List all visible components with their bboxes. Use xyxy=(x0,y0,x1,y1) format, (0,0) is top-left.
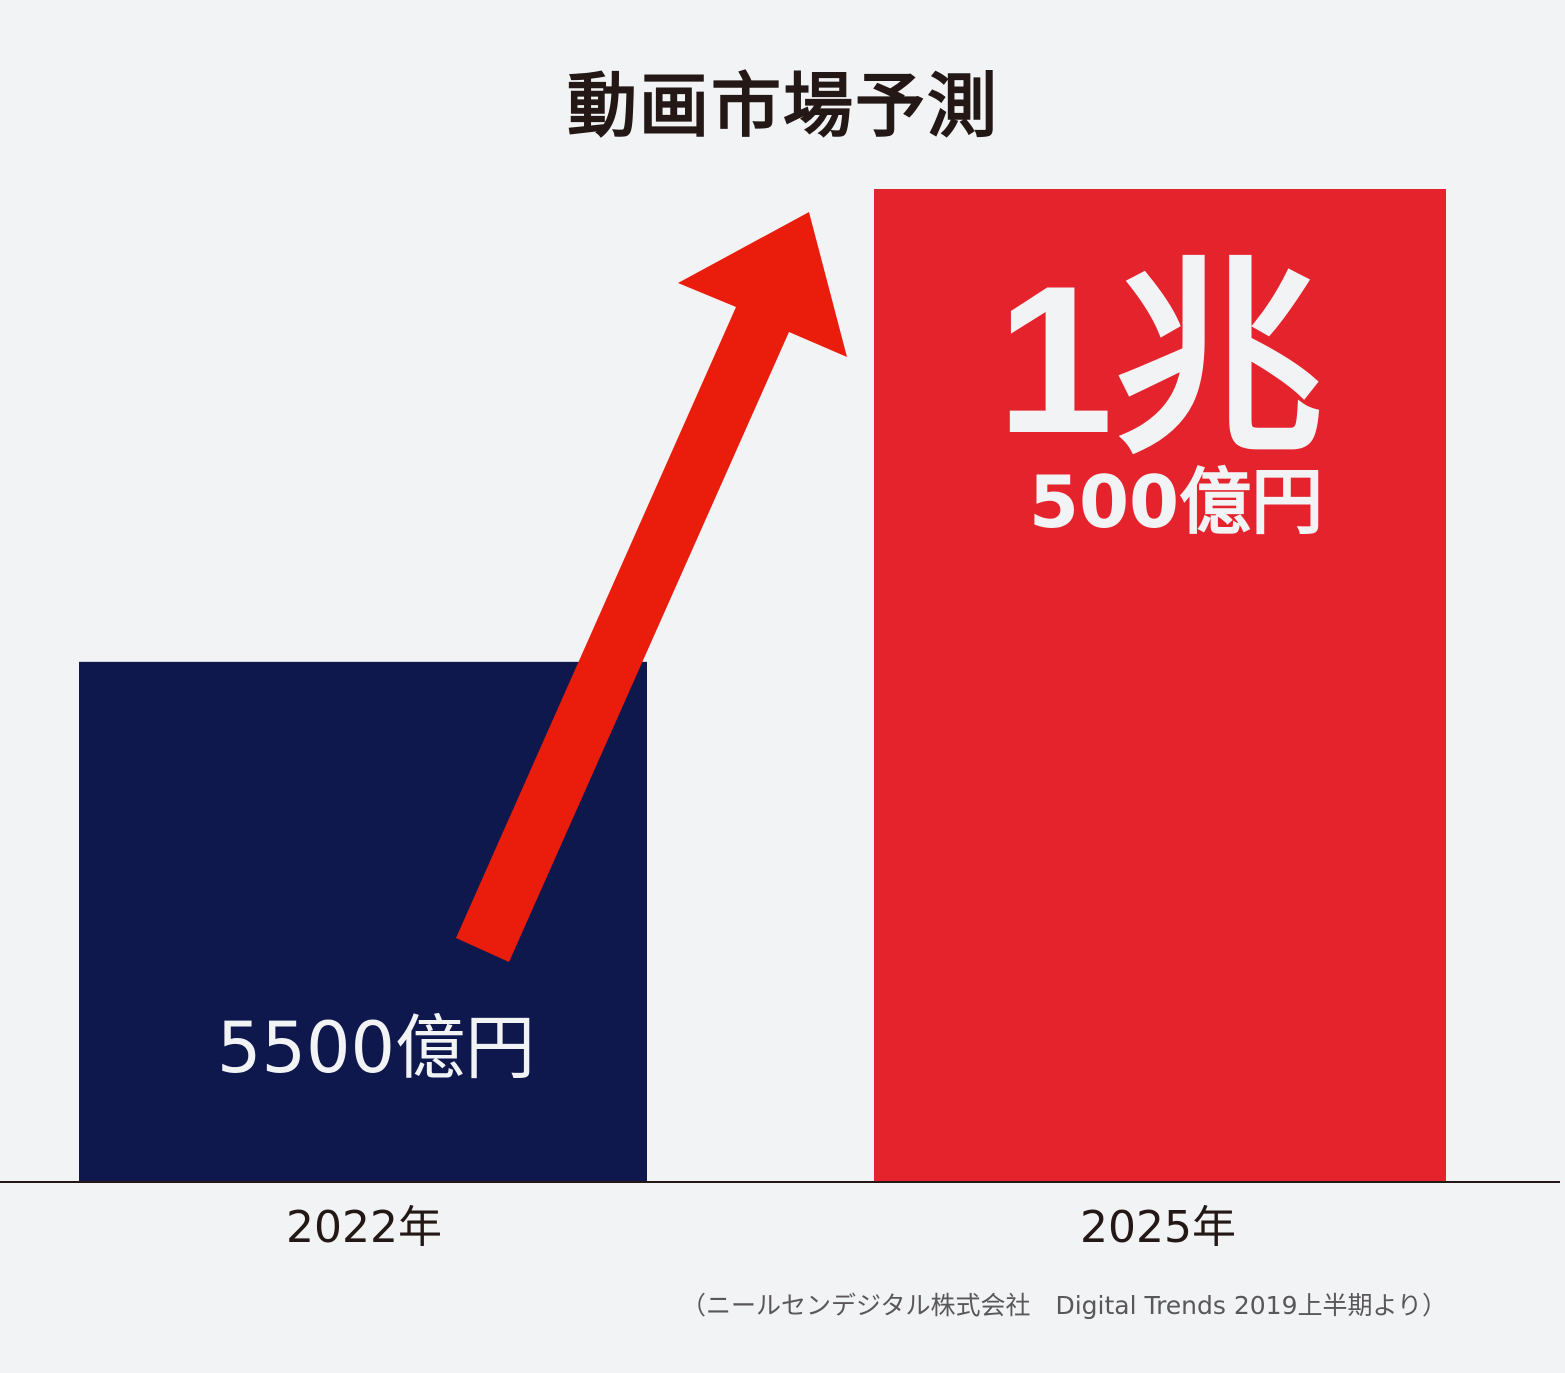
source-note: （ニールセンデジタル株式会社 Digital Trends 2019上半期より） xyxy=(681,1291,1447,1320)
bar-2025 xyxy=(874,189,1446,1182)
growth-arrow xyxy=(456,212,847,962)
data-label-2022: 5500億円 xyxy=(217,1007,535,1089)
x-tick-2025: 2025年 xyxy=(1080,1202,1236,1253)
x-tick-2022: 2022年 xyxy=(286,1202,442,1253)
chart-title: 動画市場予測 xyxy=(567,65,999,147)
x-axis-ticks: 2022年 2025年 xyxy=(286,1202,1236,1253)
bar-labels: 5500億円 1兆 500億円 xyxy=(217,242,1323,1089)
data-label-2025-main: 1兆 xyxy=(997,242,1324,477)
data-label-2025-sub: 500億円 xyxy=(1029,460,1323,544)
